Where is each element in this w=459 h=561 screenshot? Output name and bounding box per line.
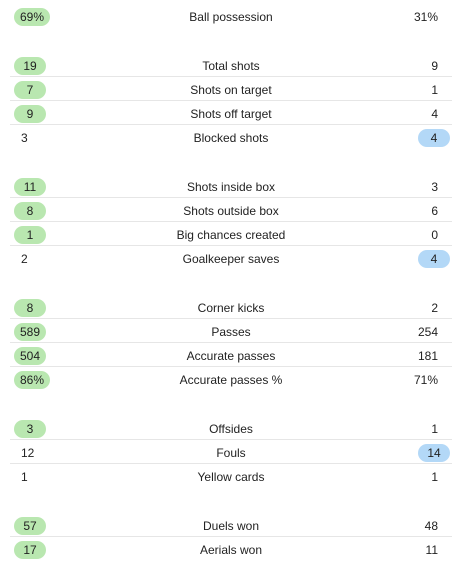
stat-label: Accurate passes % [179,373,283,387]
stat-row: Accurate passes 504 181 [10,343,452,367]
stat-label: Duels won [202,519,260,533]
stat-row: Yellow cards 1 1 [10,464,452,488]
stat-label: Shots outside box [183,204,279,218]
home-value: 2 [21,252,28,266]
away-value: 1 [431,422,438,436]
away-value: 3 [431,180,438,194]
stat-label: Big chances created [176,228,286,242]
home-value-badge: 3 [14,420,46,438]
stat-label: Accurate passes [186,349,276,363]
home-value-badge: 7 [14,81,46,99]
stat-row: Ball possession 69% 31% [10,4,452,28]
home-value: 1 [21,470,28,484]
away-value: 1 [431,470,438,484]
stat-row: Duels won 57 48 [10,513,452,537]
stat-label: Yellow cards [197,470,265,484]
home-value-badge: 86% [14,371,51,389]
away-value: 31% [413,10,438,24]
away-value: 6 [431,204,438,218]
stat-label: Aerials won [199,543,263,557]
away-value-badge: 4 [418,129,450,147]
away-value: 48 [424,519,438,533]
home-value-badge: 17 [14,541,46,559]
away-value: 254 [417,325,438,339]
away-value-badge: 4 [418,250,450,268]
stat-label: Shots inside box [186,180,276,194]
away-value: 71% [413,373,438,387]
home-value-badge: 11 [14,178,46,196]
home-value-badge: 589 [14,323,47,341]
home-value: 12 [21,446,35,460]
stat-row: Shots inside box 11 3 [10,174,452,198]
away-value: 0 [431,228,438,242]
home-value-badge: 19 [14,57,46,75]
stat-label: Blocked shots [193,131,269,145]
stat-label: Offsides [209,422,253,436]
away-value: 9 [431,59,438,73]
away-value: 11 [425,543,438,557]
away-value: 4 [431,107,438,121]
home-value: 3 [21,131,28,145]
away-value: 2 [431,301,438,315]
stat-label: Fouls [216,446,246,460]
home-value-badge: 9 [14,105,46,123]
stat-label: Ball possession [189,10,273,24]
stat-row: Passes 589 254 [10,319,452,343]
stat-label: Shots off target [190,107,272,121]
stat-row: Goalkeeper saves 2 4 [10,246,452,270]
stat-row: Aerials won 17 11 [10,537,452,561]
home-value-badge: 69% [14,8,51,26]
stat-label: Passes [211,325,251,339]
stat-row: Accurate passes % 86% 71% [10,367,452,391]
stat-row: Offsides 3 1 [10,416,452,440]
home-value-badge: 8 [14,299,46,317]
stat-label: Corner kicks [197,301,265,315]
stat-label: Total shots [202,59,260,73]
stat-row: Shots off target 9 4 [10,101,452,125]
stat-row: Shots outside box 8 6 [10,198,452,222]
stat-label: Goalkeeper saves [182,252,280,266]
home-value-badge: 504 [14,347,47,365]
away-value-badge: 14 [418,444,450,462]
home-value-badge: 1 [14,226,46,244]
stat-row: Total shots 19 9 [10,53,452,77]
stat-row: Corner kicks 8 2 [10,295,452,319]
stat-row: Blocked shots 3 4 [10,125,452,149]
away-value: 181 [417,349,438,363]
stat-row: Big chances created 1 0 [10,222,452,246]
away-value: 1 [431,83,438,97]
home-value-badge: 57 [14,517,46,535]
stat-row: Fouls 12 14 [10,440,452,464]
stat-row: Shots on target 7 1 [10,77,452,101]
home-value-badge: 8 [14,202,46,220]
stat-label: Shots on target [190,83,272,97]
